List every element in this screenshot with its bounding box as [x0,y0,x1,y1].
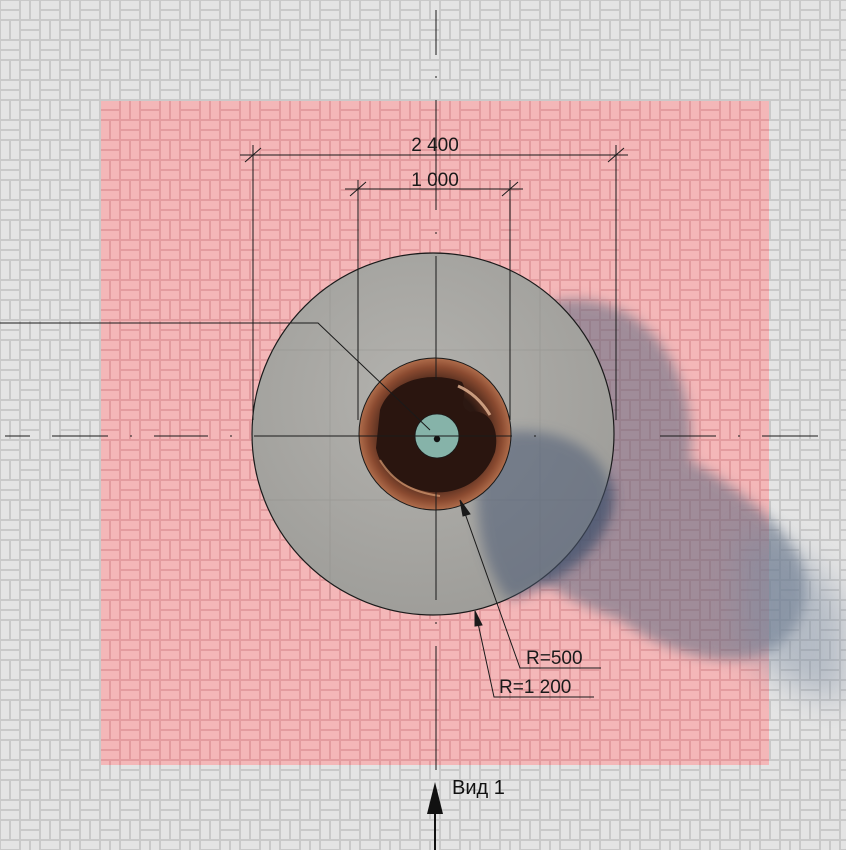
radius-inner-leader [459,499,601,669]
sculpture-bowl [358,357,512,511]
pad-shadow [477,431,612,600]
dimension-overall-label: 2 400 [411,135,459,156]
radius-outer-leader [474,610,594,698]
dimension-inner [345,180,523,420]
center-leader-line [0,322,431,431]
view-label: Вид 1 [452,777,505,799]
view-arrow-icon [427,782,443,850]
center-axes [5,10,818,770]
center-point [433,435,441,443]
radius-inner-label: R=500 [526,648,583,669]
dimension-inner-label: 1 000 [411,170,459,191]
dimension-overall [240,145,628,420]
radius-outer-label: R=1 200 [499,677,571,698]
